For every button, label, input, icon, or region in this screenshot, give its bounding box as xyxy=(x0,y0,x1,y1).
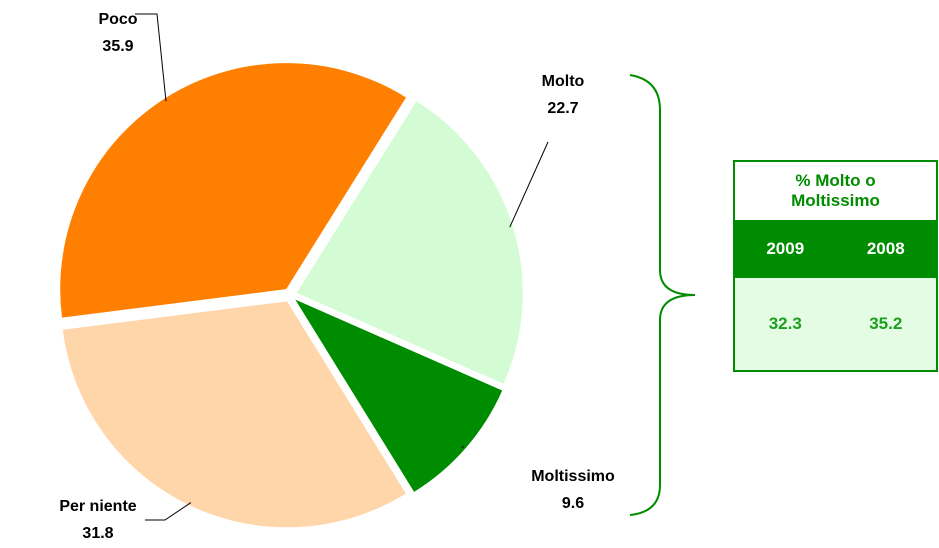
summary-table: % Molto o Moltissimo 2009 2008 32.3 35.2 xyxy=(733,160,938,372)
header-cell: 2008 xyxy=(866,239,905,258)
value-cell: 35.2 xyxy=(869,314,903,333)
leader-line xyxy=(461,445,464,449)
value-row: 32.3 35.2 xyxy=(735,278,936,370)
pie-slice xyxy=(62,301,406,528)
table-title: % Molto o Moltissimo xyxy=(791,171,880,210)
leader-line xyxy=(509,141,549,228)
leader-line xyxy=(145,502,192,521)
slice-label: Moltissimo xyxy=(531,468,615,485)
pie-slice xyxy=(60,63,406,318)
slice-value: 35.9 xyxy=(102,38,133,55)
slice-value: 9.6 xyxy=(562,495,584,512)
slice-label: Per niente xyxy=(59,498,136,515)
value-cell: 32.3 xyxy=(768,314,802,333)
slice-label: Poco xyxy=(98,11,137,28)
slice-value: 31.8 xyxy=(82,525,113,542)
pie-slice xyxy=(295,299,503,492)
slice-value: 22.7 xyxy=(547,100,578,117)
slice-label: Molto xyxy=(542,73,585,90)
header-row: 2009 2008 xyxy=(735,220,936,278)
leader-line xyxy=(135,13,167,102)
brace xyxy=(629,74,696,516)
pie-slice xyxy=(296,101,523,384)
header-cell: 2009 xyxy=(766,239,805,258)
